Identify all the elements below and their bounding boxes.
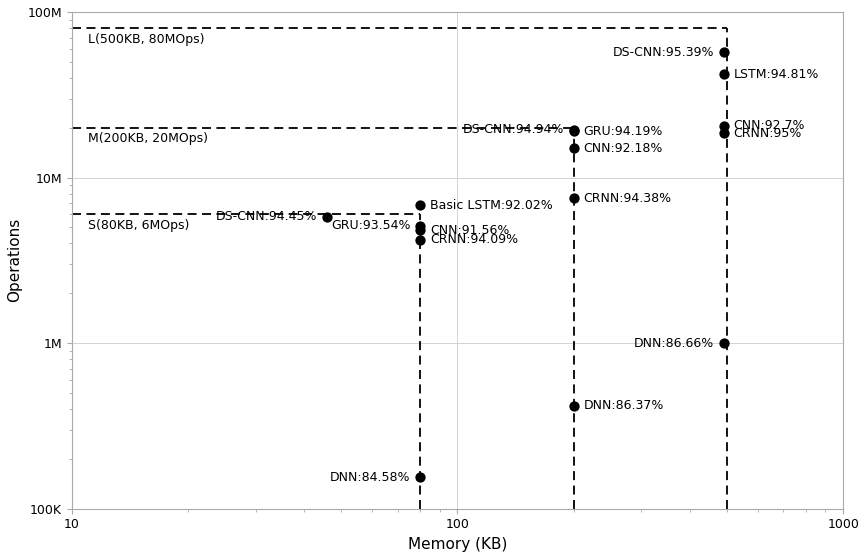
Text: DS-CNN:94.45%: DS-CNN:94.45%: [216, 210, 318, 223]
Text: DNN:86.66%: DNN:86.66%: [634, 337, 714, 350]
Point: [413, 221, 427, 230]
Text: CNN:92.7%: CNN:92.7%: [734, 120, 805, 132]
X-axis label: Memory (KB): Memory (KB): [408, 537, 507, 552]
Text: CRNN:94.38%: CRNN:94.38%: [584, 192, 671, 205]
Text: DS-CNN:95.39%: DS-CNN:95.39%: [612, 46, 714, 59]
Point: [413, 226, 427, 235]
Point: [566, 401, 580, 410]
Text: DS-CNN:94.94%: DS-CNN:94.94%: [462, 123, 564, 136]
Point: [717, 70, 731, 79]
Point: [717, 339, 731, 348]
Text: L(500KB, 80MOps): L(500KB, 80MOps): [87, 32, 204, 46]
Text: DNN:86.37%: DNN:86.37%: [584, 399, 663, 412]
Text: DNN:84.58%: DNN:84.58%: [330, 471, 410, 484]
Point: [717, 48, 731, 57]
Point: [413, 235, 427, 244]
Point: [566, 127, 580, 136]
Y-axis label: Operations: Operations: [7, 218, 22, 302]
Point: [717, 121, 731, 130]
Text: CNN:92.18%: CNN:92.18%: [584, 142, 662, 155]
Text: GRU:93.54%: GRU:93.54%: [331, 220, 410, 233]
Text: CRNN:95%: CRNN:95%: [734, 127, 802, 140]
Text: CRNN:94.09%: CRNN:94.09%: [430, 234, 518, 247]
Text: Basic LSTM:92.02%: Basic LSTM:92.02%: [430, 199, 553, 212]
Text: CNN:91.56%: CNN:91.56%: [430, 224, 509, 237]
Point: [717, 129, 731, 138]
Point: [320, 212, 334, 221]
Text: LSTM:94.81%: LSTM:94.81%: [734, 68, 818, 81]
Point: [566, 144, 580, 153]
Point: [566, 194, 580, 203]
Point: [413, 201, 427, 210]
Text: M(200KB, 20MOps): M(200KB, 20MOps): [87, 132, 208, 145]
Text: S(80KB, 6MOps): S(80KB, 6MOps): [87, 219, 189, 232]
Text: GRU:94.19%: GRU:94.19%: [584, 125, 662, 138]
Point: [566, 125, 580, 134]
Point: [413, 473, 427, 482]
